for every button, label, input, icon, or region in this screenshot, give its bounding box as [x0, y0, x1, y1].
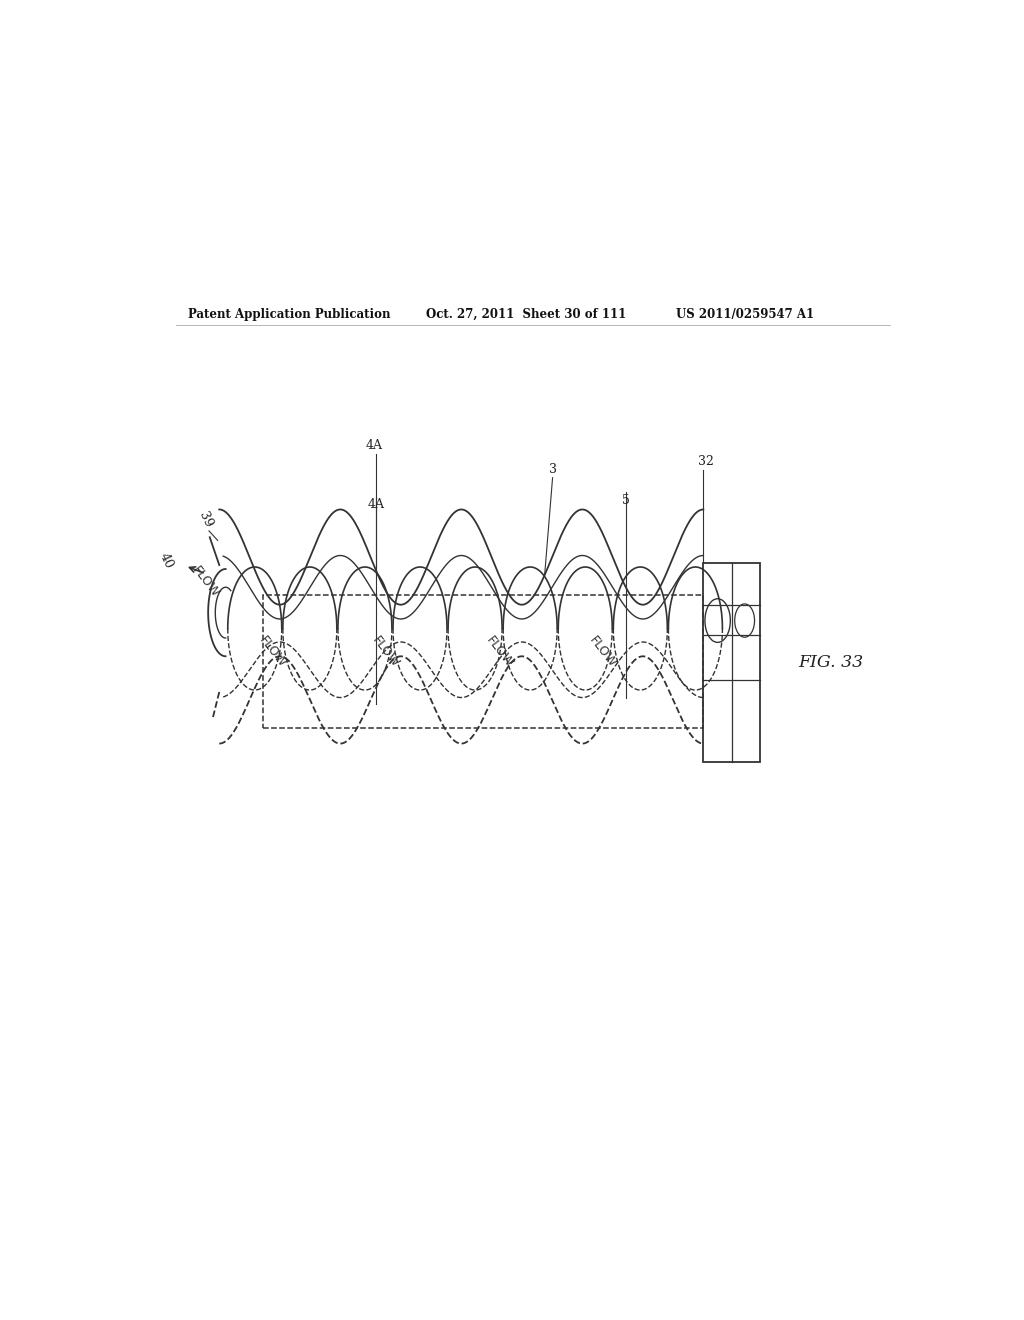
Text: 40: 40 — [157, 550, 176, 572]
Bar — [703, 564, 761, 762]
Text: FIG. 33: FIG. 33 — [799, 655, 863, 671]
Text: 32: 32 — [697, 455, 714, 469]
Text: FLOW: FLOW — [256, 634, 289, 671]
Text: 4A: 4A — [368, 499, 385, 511]
Text: Oct. 27, 2011  Sheet 30 of 111: Oct. 27, 2011 Sheet 30 of 111 — [426, 308, 626, 321]
Text: 39: 39 — [197, 511, 215, 531]
Text: FLOW: FLOW — [189, 564, 222, 599]
Text: Patent Application Publication: Patent Application Publication — [187, 308, 390, 321]
Bar — [263, 595, 703, 727]
Text: FLOW: FLOW — [587, 634, 618, 671]
Text: US 2011/0259547 A1: US 2011/0259547 A1 — [676, 308, 814, 321]
Text: 5: 5 — [623, 494, 631, 507]
Text: 4A: 4A — [366, 440, 383, 453]
Text: 3: 3 — [549, 463, 557, 477]
Text: FLOW: FLOW — [370, 634, 402, 671]
Text: FLOW: FLOW — [483, 634, 515, 671]
